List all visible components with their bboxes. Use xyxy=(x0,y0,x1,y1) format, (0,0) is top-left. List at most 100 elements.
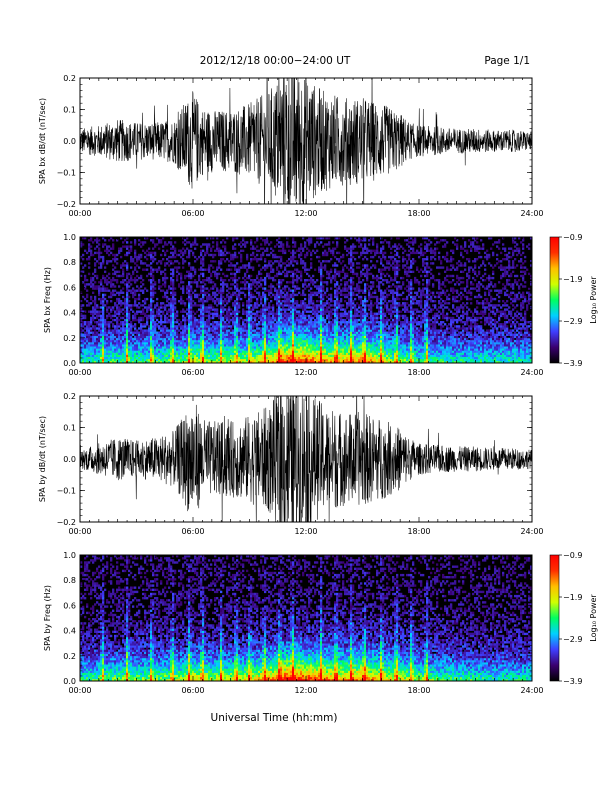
spectrogram-cell xyxy=(292,237,295,240)
spectrogram-cell xyxy=(276,346,279,349)
spectrogram-cell xyxy=(182,314,185,318)
spectrogram-cell xyxy=(98,314,101,318)
spectrogram-cell xyxy=(304,352,307,355)
spectrogram-cell xyxy=(114,270,117,273)
spectrogram-cell xyxy=(278,327,281,330)
spectrogram-cell xyxy=(236,295,239,299)
spectrogram-cell xyxy=(292,274,295,278)
spectrogram-cell xyxy=(302,321,305,324)
spectrogram-cell xyxy=(160,360,163,364)
spectrogram-cell xyxy=(276,337,279,341)
spectrogram-cell xyxy=(154,348,157,351)
spectrogram-cell xyxy=(326,350,329,353)
spectrogram-cell xyxy=(182,358,185,362)
spectrogram-cell xyxy=(266,274,269,278)
spectrogram-cell xyxy=(226,293,229,297)
spectrogram-cell xyxy=(152,241,155,244)
spectrogram-cell xyxy=(290,346,293,349)
spectrogram-cell xyxy=(284,325,287,328)
spectrogram-cell xyxy=(312,312,315,315)
spectrogram-cell xyxy=(324,354,327,357)
spectrogram-cell xyxy=(92,346,95,349)
spectrogram-cell xyxy=(186,331,189,334)
spectrogram-cell xyxy=(292,346,295,349)
spectrogram-cell xyxy=(326,276,329,280)
spectrogram-cell xyxy=(290,339,293,343)
spectrogram-cell xyxy=(142,342,145,345)
spectrogram-cell xyxy=(250,348,253,351)
spectrogram-cell xyxy=(262,360,265,364)
spectrogram-cell xyxy=(292,342,295,345)
spectrogram-cell xyxy=(140,356,143,360)
spectrogram-cell xyxy=(302,342,305,345)
spectrogram-cell xyxy=(316,337,319,341)
spectrogram-cell xyxy=(270,346,273,349)
spectrogram-cell xyxy=(218,300,221,303)
spectrogram-cell xyxy=(80,270,83,273)
spectrogram-cell xyxy=(324,318,327,322)
spectrogram-cell xyxy=(186,297,189,301)
spectrogram-cell xyxy=(82,344,85,347)
spectrogram-cell xyxy=(296,344,299,347)
spectrogram-cell xyxy=(328,247,331,250)
spectrogram-cell xyxy=(328,274,331,278)
spectrogram-cell xyxy=(80,358,83,362)
spectrogram-cell xyxy=(300,274,303,278)
spectrogram-cell xyxy=(326,327,329,330)
spectrogram-cell xyxy=(232,253,235,257)
spectrogram-cell xyxy=(168,302,171,305)
spectrogram-cell xyxy=(316,308,319,311)
spectrogram-cell xyxy=(124,297,127,301)
spectrogram-cell xyxy=(144,342,147,345)
spectrogram-cell xyxy=(248,295,251,299)
spectrogram-cell xyxy=(240,335,243,339)
spectrogram-cell xyxy=(298,323,301,326)
spectrogram-cell xyxy=(98,258,101,261)
spectrogram-cell xyxy=(230,354,233,357)
spectrogram-cell xyxy=(252,327,255,330)
spectrogram-cell xyxy=(94,342,97,345)
spectrogram-cell xyxy=(280,314,283,318)
spectrogram-cell xyxy=(298,304,301,307)
spectrogram-cell xyxy=(114,253,117,257)
spectrogram-cell xyxy=(242,344,245,347)
spectrogram-cell xyxy=(258,346,261,349)
spectrogram-cell xyxy=(288,321,291,324)
spectrogram-cell xyxy=(246,312,249,315)
spectrogram-cell xyxy=(256,358,259,362)
spectrogram-cell xyxy=(86,331,89,334)
spectrogram-cell xyxy=(274,260,277,263)
spectrogram-cell xyxy=(208,314,211,318)
spectrogram-cell xyxy=(184,260,187,263)
spectrogram-cell xyxy=(134,335,137,339)
spectrogram-cell xyxy=(152,314,155,318)
spectrogram-cell xyxy=(208,266,211,269)
spectrogram-cell xyxy=(154,283,157,286)
spectrogram-cell xyxy=(308,274,311,278)
spectrogram-cell xyxy=(150,302,153,305)
spectrogram-cell xyxy=(296,310,299,313)
spectrogram-cell xyxy=(232,325,235,328)
spectrogram-cell xyxy=(102,321,105,324)
spectrogram-cell xyxy=(180,249,183,252)
spectrogram-cell xyxy=(112,276,115,280)
spectrogram-cell xyxy=(298,276,301,280)
spectrogram-cell xyxy=(236,293,239,297)
spectrogram-cell xyxy=(274,314,277,318)
spectrogram-cell xyxy=(290,352,293,355)
spectrogram-cell xyxy=(276,318,279,322)
spectrogram-cell xyxy=(256,342,259,345)
spectrogram-cell xyxy=(110,293,113,297)
spectrogram-cell xyxy=(226,358,229,362)
spectrogram-cell xyxy=(194,260,197,263)
spectrogram-cell xyxy=(108,335,111,339)
spectrogram-cell xyxy=(116,300,119,303)
spectrogram-cell xyxy=(272,312,275,315)
spectrogram-cell xyxy=(202,335,205,339)
spectrogram-cell xyxy=(274,289,277,292)
spectrogram-cell xyxy=(302,306,305,309)
spectrogram-cell xyxy=(80,312,83,315)
spectrogram-cell xyxy=(88,356,91,360)
spectrogram-cell xyxy=(130,241,133,244)
spectrogram-cell xyxy=(222,251,225,255)
